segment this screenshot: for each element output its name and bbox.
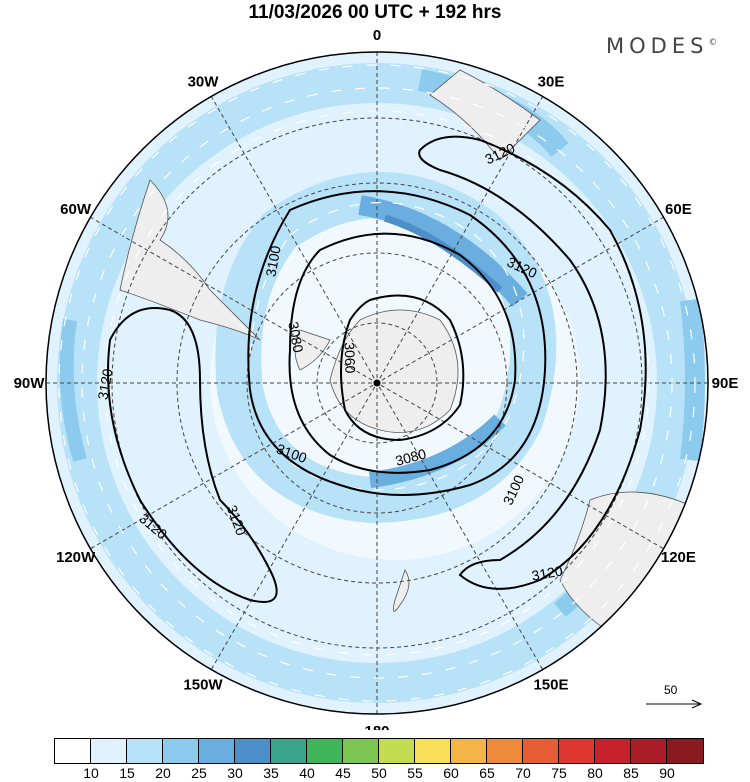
longitude-labels: 0 30E 60E 90E 120E 150E 180 150W 120W 90W 60W 30W [14,27,739,730]
colorbar-segment [235,739,271,763]
colorbar-segment [559,739,595,763]
contour-label: 3100 [262,244,283,278]
longitude-label: 30W [188,74,220,91]
new-zealand-land [392,569,410,612]
colorbar-segment [127,739,163,763]
colorbar-tick-label: 90 [659,765,675,781]
contour-label: 3060 [341,342,358,374]
longitude-label: 120E [661,549,696,566]
longitude-label: 0 [373,27,381,44]
contour-3080 [288,232,517,474]
colorbar-segment [91,739,127,763]
map-title: 11/03/2026 00 UTC + 192 hrs [248,2,502,23]
contour-label: 3120 [94,367,115,401]
reference-vector-label: 50 [664,683,678,697]
colorbar-segment [343,739,379,763]
longitude-label: 30E [538,74,565,91]
longitude-label: 150W [183,676,223,693]
jet-core-south [368,414,506,488]
contour-label: 3120 [530,562,564,583]
colorbar-segment [199,739,235,763]
longitude-label: 90E [712,375,739,392]
longitude-label: 150E [533,676,568,693]
colorbar-segment [451,739,487,763]
colorbar-tick-label: 30 [227,765,243,781]
brand-text: MODES [606,34,709,58]
longitude-label: 120W [56,549,96,566]
longitude-label: 180 [364,723,389,730]
colorbar-tick-label: 75 [551,765,567,781]
contour-3100 [247,190,547,496]
colorbar-tick-label: 15 [119,765,135,781]
contour-label: 3080 [394,445,428,469]
antarctic-peninsula-land [294,329,331,371]
contour-label: 3080 [285,320,306,354]
colorbar-tick-label: 45 [335,765,351,781]
jet-band-inner [215,172,557,524]
colorbar-segment [379,739,415,763]
colorbar [54,738,704,764]
colorbar-segment [631,739,667,763]
jet-core-north [358,195,528,307]
copyright-mark: © [708,38,718,48]
antarctica-land [329,309,459,433]
colorbar-tick-label: 60 [443,765,459,781]
wind-vectors [58,64,696,702]
colorbar-tick-label: 20 [155,765,171,781]
colorbar-tick-label: 80 [587,765,603,781]
colorbar-tick-label: 70 [515,765,531,781]
colorbar-segment [595,739,631,763]
colorbar-tick-label: 50 [371,765,387,781]
colorbar-segment [523,739,559,763]
colorbar-segment [487,739,523,763]
longitude-label: 90W [14,375,46,392]
polar-map: 0 30E 60E 90E 120E 150E 180 150W 120W 90W 60W 30W 3… [14,27,739,730]
colorbar-segment [415,739,451,763]
contour-3120-east [418,135,647,590]
colorbar-segment [307,739,343,763]
height-contours [107,135,647,603]
contour-3120-west [107,307,278,603]
longitude-label: 60W [60,201,92,218]
colorbar-tick-label: 25 [191,765,207,781]
map-boundary [45,51,709,715]
africa-land [429,69,541,161]
colorbar-tick-label: 65 [479,765,495,781]
jet-core-max [383,214,503,293]
colorbar-segment [667,739,703,763]
longitude-label: 60E [665,201,692,218]
colorbar-labels: 10 15 20 25 30 35 40 45 50 55 60 65 70 75 80 85 90 [54,765,704,781]
colorbar-segment [271,739,307,763]
colorbar-tick-label: 40 [299,765,315,781]
jet-max-west [59,319,87,462]
colorbar-segment [55,739,91,763]
south-america-land [119,179,261,341]
brand-logo: MODES© [606,34,717,58]
colorbar-tick-label: 85 [623,765,639,781]
colorbar-tick-label: 55 [407,765,423,781]
colorbar-tick-label: 10 [83,765,99,781]
pole-marker-icon [373,379,381,387]
contour-3060 [340,294,465,442]
colorbar-segment [163,739,199,763]
colorbar-tick-label: 35 [263,765,279,781]
reference-arrow-icon [646,699,703,709]
